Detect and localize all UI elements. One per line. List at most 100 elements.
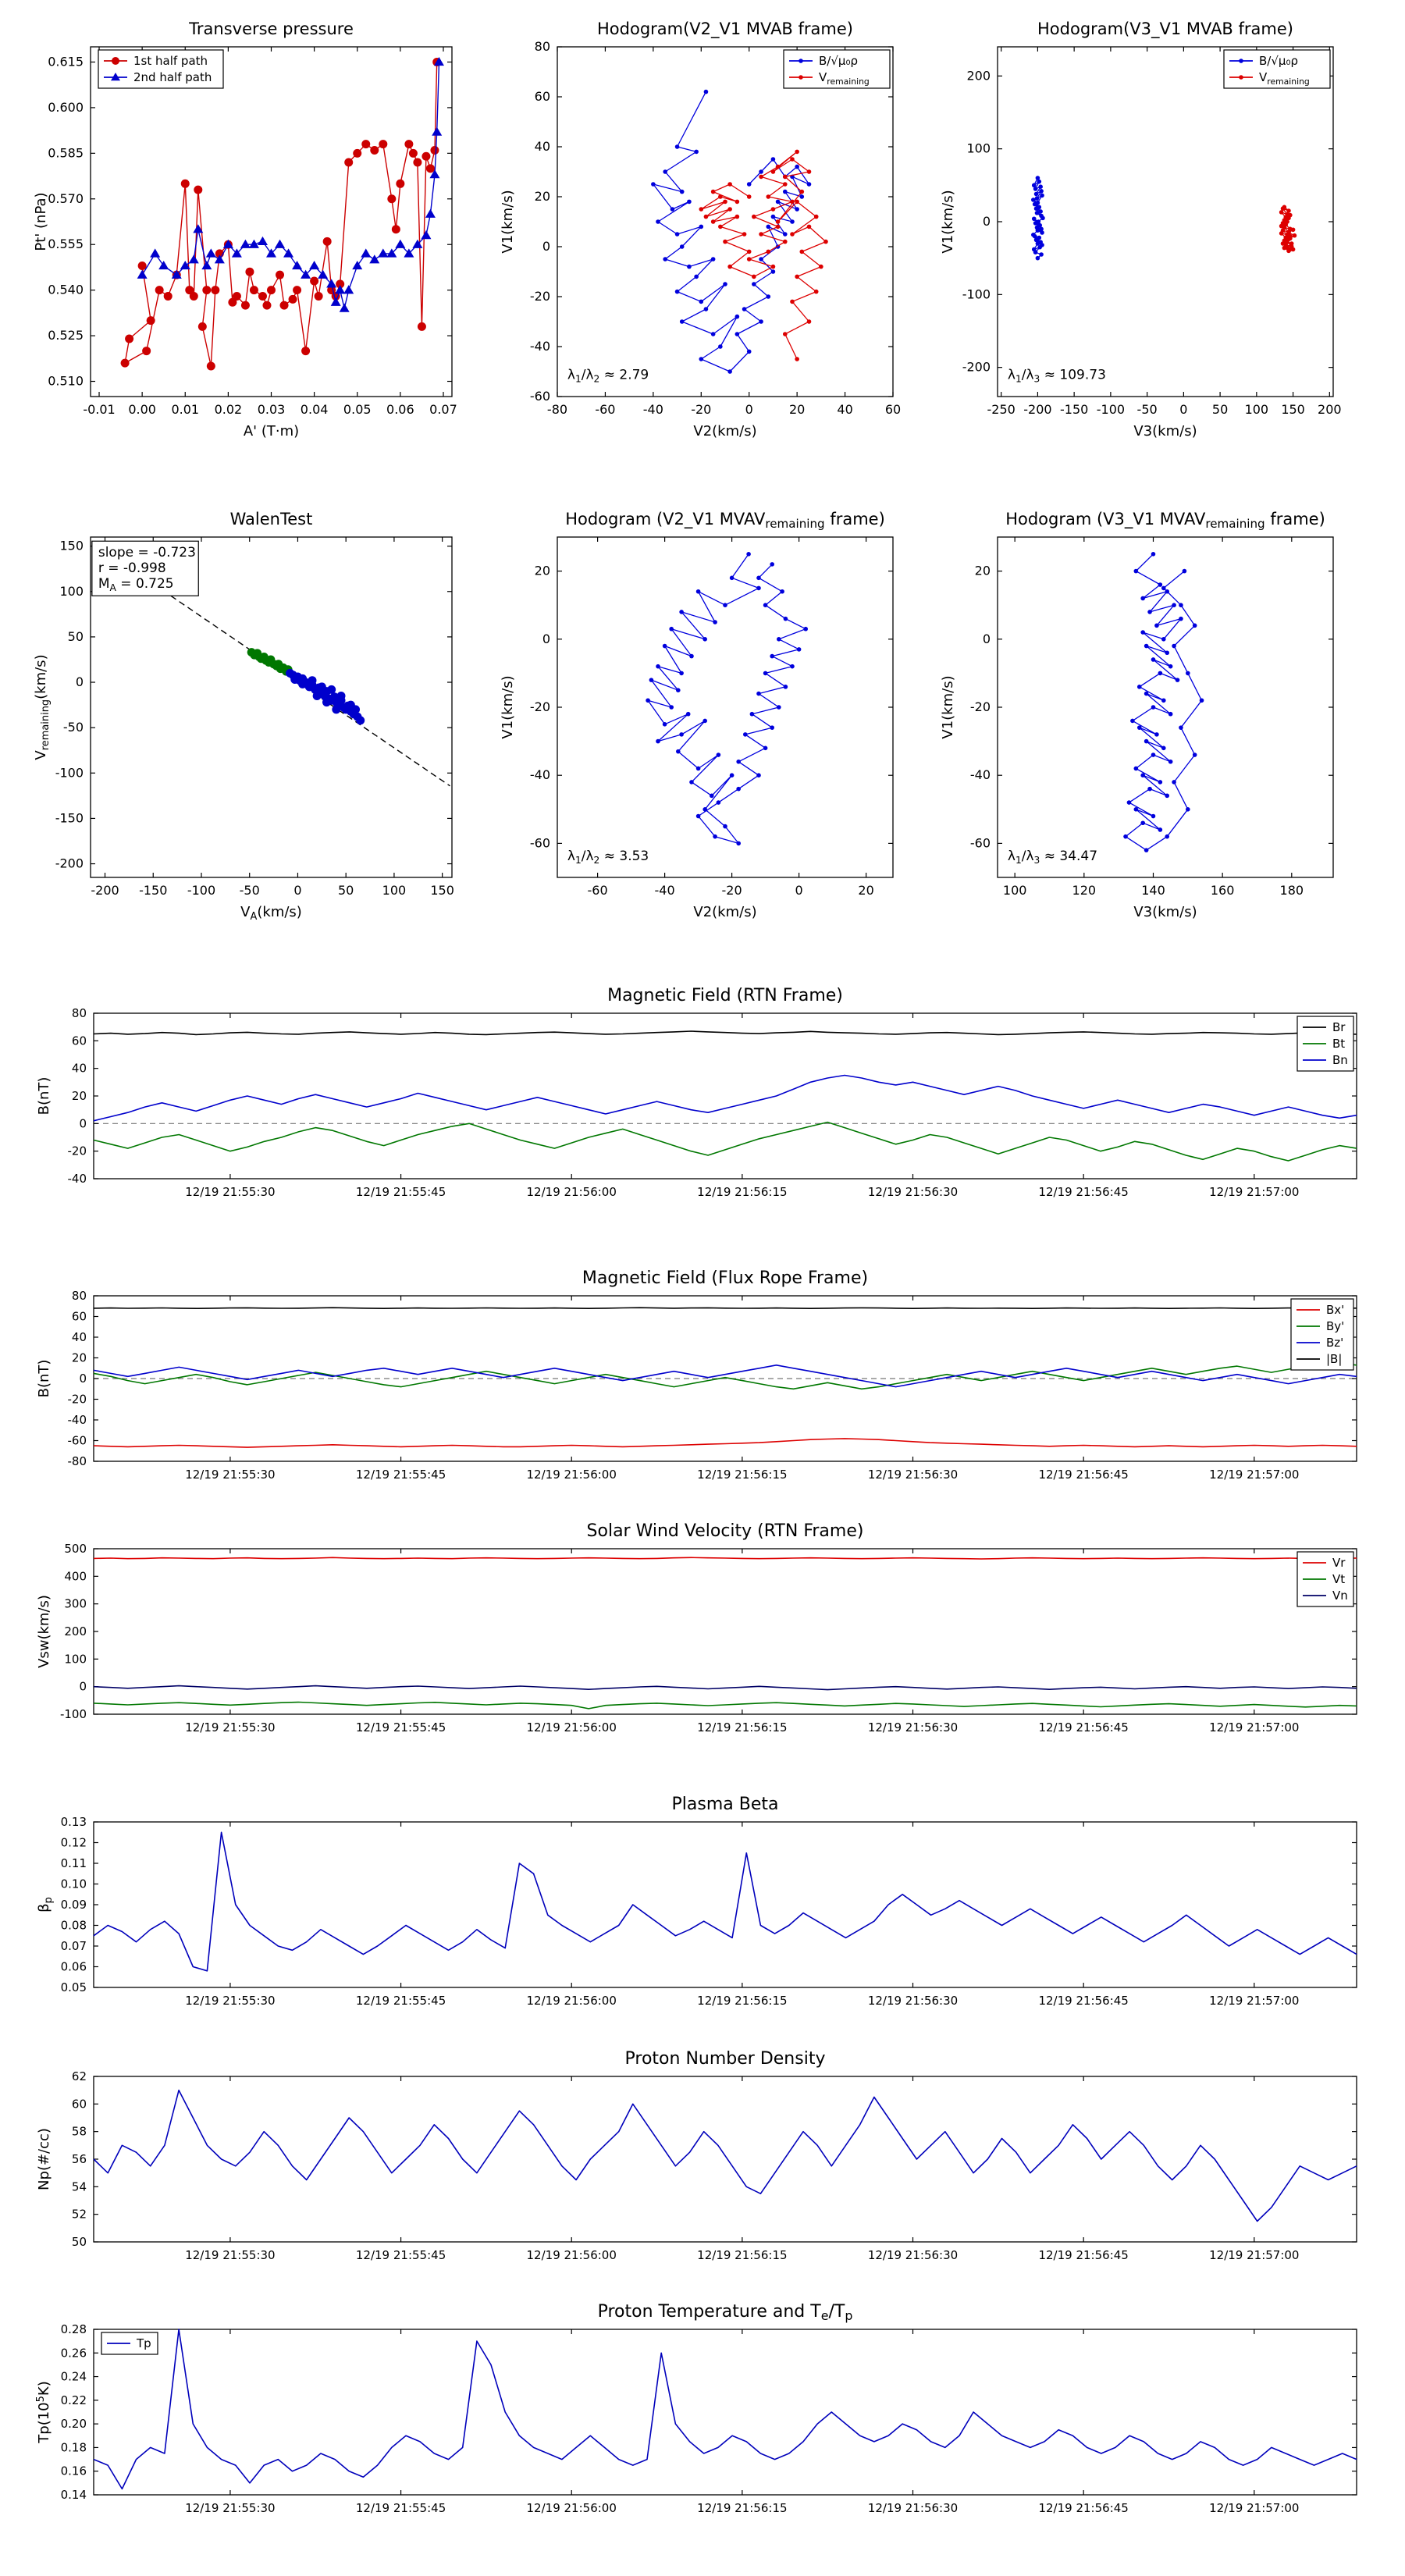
svg-text:Hodogram(V3_V1 MVAB frame): Hodogram(V3_V1 MVAB frame) bbox=[1037, 20, 1293, 39]
chart-plasma-beta: Plasma Beta 12/19 21:55:30 12/19 21:55:45 1… bbox=[23, 1794, 1382, 2022]
svg-text:12/19 21:55:30: 12/19 21:55:30 bbox=[185, 1468, 275, 1482]
svg-text:-40: -40 bbox=[643, 402, 663, 417]
svg-text:0.16: 0.16 bbox=[61, 2464, 87, 2478]
svg-text:-20: -20 bbox=[970, 699, 991, 714]
svg-text:0.22: 0.22 bbox=[61, 2393, 87, 2407]
svg-text:0.20: 0.20 bbox=[61, 2417, 87, 2431]
svg-text:12/19 21:56:45: 12/19 21:56:45 bbox=[1038, 2248, 1128, 2262]
svg-text:12/19 21:56:45: 12/19 21:56:45 bbox=[1038, 1185, 1128, 1199]
svg-text:20: 20 bbox=[975, 564, 991, 578]
svg-text:-40: -40 bbox=[530, 339, 550, 354]
svg-text:160: 160 bbox=[1211, 883, 1235, 898]
svg-text:0: 0 bbox=[983, 632, 991, 646]
svg-text:62: 62 bbox=[72, 2069, 87, 2083]
svg-text:-60: -60 bbox=[68, 1434, 87, 1448]
svg-text:V1(km/s): V1(km/s) bbox=[940, 190, 956, 253]
svg-text:-60: -60 bbox=[530, 389, 550, 404]
svg-text:-250: -250 bbox=[987, 402, 1016, 417]
svg-text:0: 0 bbox=[79, 1680, 87, 1694]
svg-text:0.01: 0.01 bbox=[171, 402, 199, 417]
svg-text:0: 0 bbox=[79, 1372, 87, 1386]
svg-text:-150: -150 bbox=[55, 810, 84, 825]
svg-text:20: 20 bbox=[858, 883, 873, 898]
svg-text:B/√μ₀ρ: B/√μ₀ρ bbox=[1259, 54, 1298, 68]
svg-text:Vt: Vt bbox=[1332, 1572, 1345, 1586]
svg-text:12/19 21:56:45: 12/19 21:56:45 bbox=[1038, 2501, 1128, 2515]
svg-text:12/19 21:55:45: 12/19 21:55:45 bbox=[356, 2248, 446, 2262]
svg-text:-20: -20 bbox=[68, 1393, 87, 1407]
svg-text:0.14: 0.14 bbox=[61, 2488, 87, 2502]
svg-text:-20: -20 bbox=[691, 402, 711, 417]
svg-text:Hodogram (V2_V1 MVAVremaining​: Hodogram (V2_V1 MVAVremaining​ frame) bbox=[565, 510, 885, 531]
svg-text:0.05: 0.05 bbox=[343, 402, 372, 417]
svg-text:150: 150 bbox=[1281, 402, 1305, 417]
svg-text:Plasma Beta: Plasma Beta bbox=[672, 1795, 779, 1814]
svg-text:12/19 21:56:00: 12/19 21:56:00 bbox=[527, 1720, 617, 1735]
svg-text:0.540: 0.540 bbox=[48, 283, 84, 297]
svg-text:Vremaining​: Vremaining​ bbox=[819, 70, 870, 87]
chart-solar-wind-velocity: Solar Wind Velocity (RTN Frame) 12/19 21:… bbox=[23, 1521, 1382, 1749]
svg-text:r = -0.998: r = -0.998 bbox=[98, 560, 166, 576]
svg-text:20: 20 bbox=[72, 1351, 87, 1365]
chart-proton-temperature: Proton Temperature and Te​/Tp​ 12/19 21:5… bbox=[23, 2301, 1382, 2529]
svg-text:Vsw(km/s): Vsw(km/s) bbox=[36, 1595, 52, 1668]
svg-text:0: 0 bbox=[76, 674, 84, 689]
svg-text:V3(km/s): V3(km/s) bbox=[1133, 423, 1197, 439]
svg-text:0: 0 bbox=[745, 402, 753, 417]
svg-text:0.03: 0.03 bbox=[258, 402, 286, 417]
svg-text:Vremaining​: Vremaining​ bbox=[1259, 70, 1310, 87]
svg-text:VA​(km/s): VA​(km/s) bbox=[240, 904, 302, 923]
svg-text:-60: -60 bbox=[595, 402, 615, 417]
svg-text:-40: -40 bbox=[68, 1172, 87, 1186]
svg-text:60: 60 bbox=[72, 1034, 87, 1048]
svg-text:100: 100 bbox=[59, 584, 84, 599]
svg-text:80: 80 bbox=[72, 1289, 87, 1303]
svg-text:Br: Br bbox=[1332, 1020, 1346, 1034]
svg-text:60: 60 bbox=[72, 1310, 87, 1324]
svg-text:WalenTest: WalenTest bbox=[230, 510, 313, 528]
svg-text:0.12: 0.12 bbox=[61, 1836, 87, 1850]
svg-text:Proton Number Density: Proton Number Density bbox=[625, 2049, 826, 2069]
svg-text:0.28: 0.28 bbox=[61, 2322, 87, 2336]
svg-text:-60: -60 bbox=[530, 835, 550, 850]
svg-text:0.18: 0.18 bbox=[61, 2440, 87, 2454]
svg-text:12/19 21:56:00: 12/19 21:56:00 bbox=[527, 2501, 617, 2515]
svg-text:12/19 21:56:15: 12/19 21:56:15 bbox=[697, 2248, 787, 2262]
svg-text:-100: -100 bbox=[962, 286, 991, 301]
svg-text:12/19 21:56:15: 12/19 21:56:15 bbox=[697, 1994, 787, 2008]
svg-text:-100: -100 bbox=[187, 883, 215, 898]
svg-text:V2(km/s): V2(km/s) bbox=[693, 904, 756, 920]
chart-hodogram-v3v1-mvav: Hodogram (V3_V1 MVAVremaining​ frame) 100… bbox=[930, 500, 1346, 929]
svg-text:Proton Temperature and Te​/Tp​: Proton Temperature and Te​/Tp​ bbox=[598, 2302, 853, 2323]
svg-text:0.525: 0.525 bbox=[48, 328, 84, 343]
svg-text:V3(km/s): V3(km/s) bbox=[1133, 904, 1197, 920]
svg-text:1st half path: 1st half path bbox=[133, 54, 208, 68]
svg-text:V1(km/s): V1(km/s) bbox=[500, 190, 516, 253]
svg-text:-20: -20 bbox=[530, 699, 550, 714]
svg-text:0.510: 0.510 bbox=[48, 374, 84, 389]
svg-text:80: 80 bbox=[72, 1006, 87, 1020]
svg-text:60: 60 bbox=[885, 402, 901, 417]
chart-hodogram-v2v1-mvav: Hodogram (V2_V1 MVAVremaining​ frame) -60… bbox=[490, 500, 905, 929]
svg-text:Tp: Tp bbox=[136, 2336, 151, 2350]
svg-text:Hodogram (V3_V1 MVAVremaining​: Hodogram (V3_V1 MVAVremaining​ frame) bbox=[1005, 510, 1325, 531]
svg-text:12/19 21:55:30: 12/19 21:55:30 bbox=[185, 1994, 275, 2008]
svg-text:12/19 21:56:15: 12/19 21:56:15 bbox=[697, 1720, 787, 1735]
svg-text:12/19 21:56:00: 12/19 21:56:00 bbox=[527, 1994, 617, 2008]
svg-text:0.06: 0.06 bbox=[386, 402, 414, 417]
svg-text:-40: -40 bbox=[655, 883, 675, 898]
svg-text:-20: -20 bbox=[68, 1144, 87, 1158]
svg-text:40: 40 bbox=[72, 1330, 87, 1344]
svg-text:λ1​/λ2​ ≈ 3.53: λ1​/λ2​ ≈ 3.53 bbox=[567, 849, 649, 866]
svg-text:0.26: 0.26 bbox=[61, 2346, 87, 2360]
svg-text:A' (T·m): A' (T·m) bbox=[244, 423, 299, 439]
svg-text:Vremaining​(km/s): Vremaining​(km/s) bbox=[33, 654, 52, 760]
svg-text:50: 50 bbox=[72, 2235, 87, 2249]
svg-text:12/19 21:56:30: 12/19 21:56:30 bbox=[868, 1468, 958, 1482]
svg-text:B(nT): B(nT) bbox=[36, 1077, 52, 1115]
svg-text:Solar Wind Velocity (RTN Frame: Solar Wind Velocity (RTN Frame) bbox=[587, 1521, 864, 1541]
svg-text:60: 60 bbox=[72, 2097, 87, 2111]
svg-text:Magnetic Field (Flux Rope Fram: Magnetic Field (Flux Rope Frame) bbox=[582, 1268, 868, 1288]
svg-text:0.00: 0.00 bbox=[128, 402, 156, 417]
svg-text:180: 180 bbox=[1280, 883, 1304, 898]
